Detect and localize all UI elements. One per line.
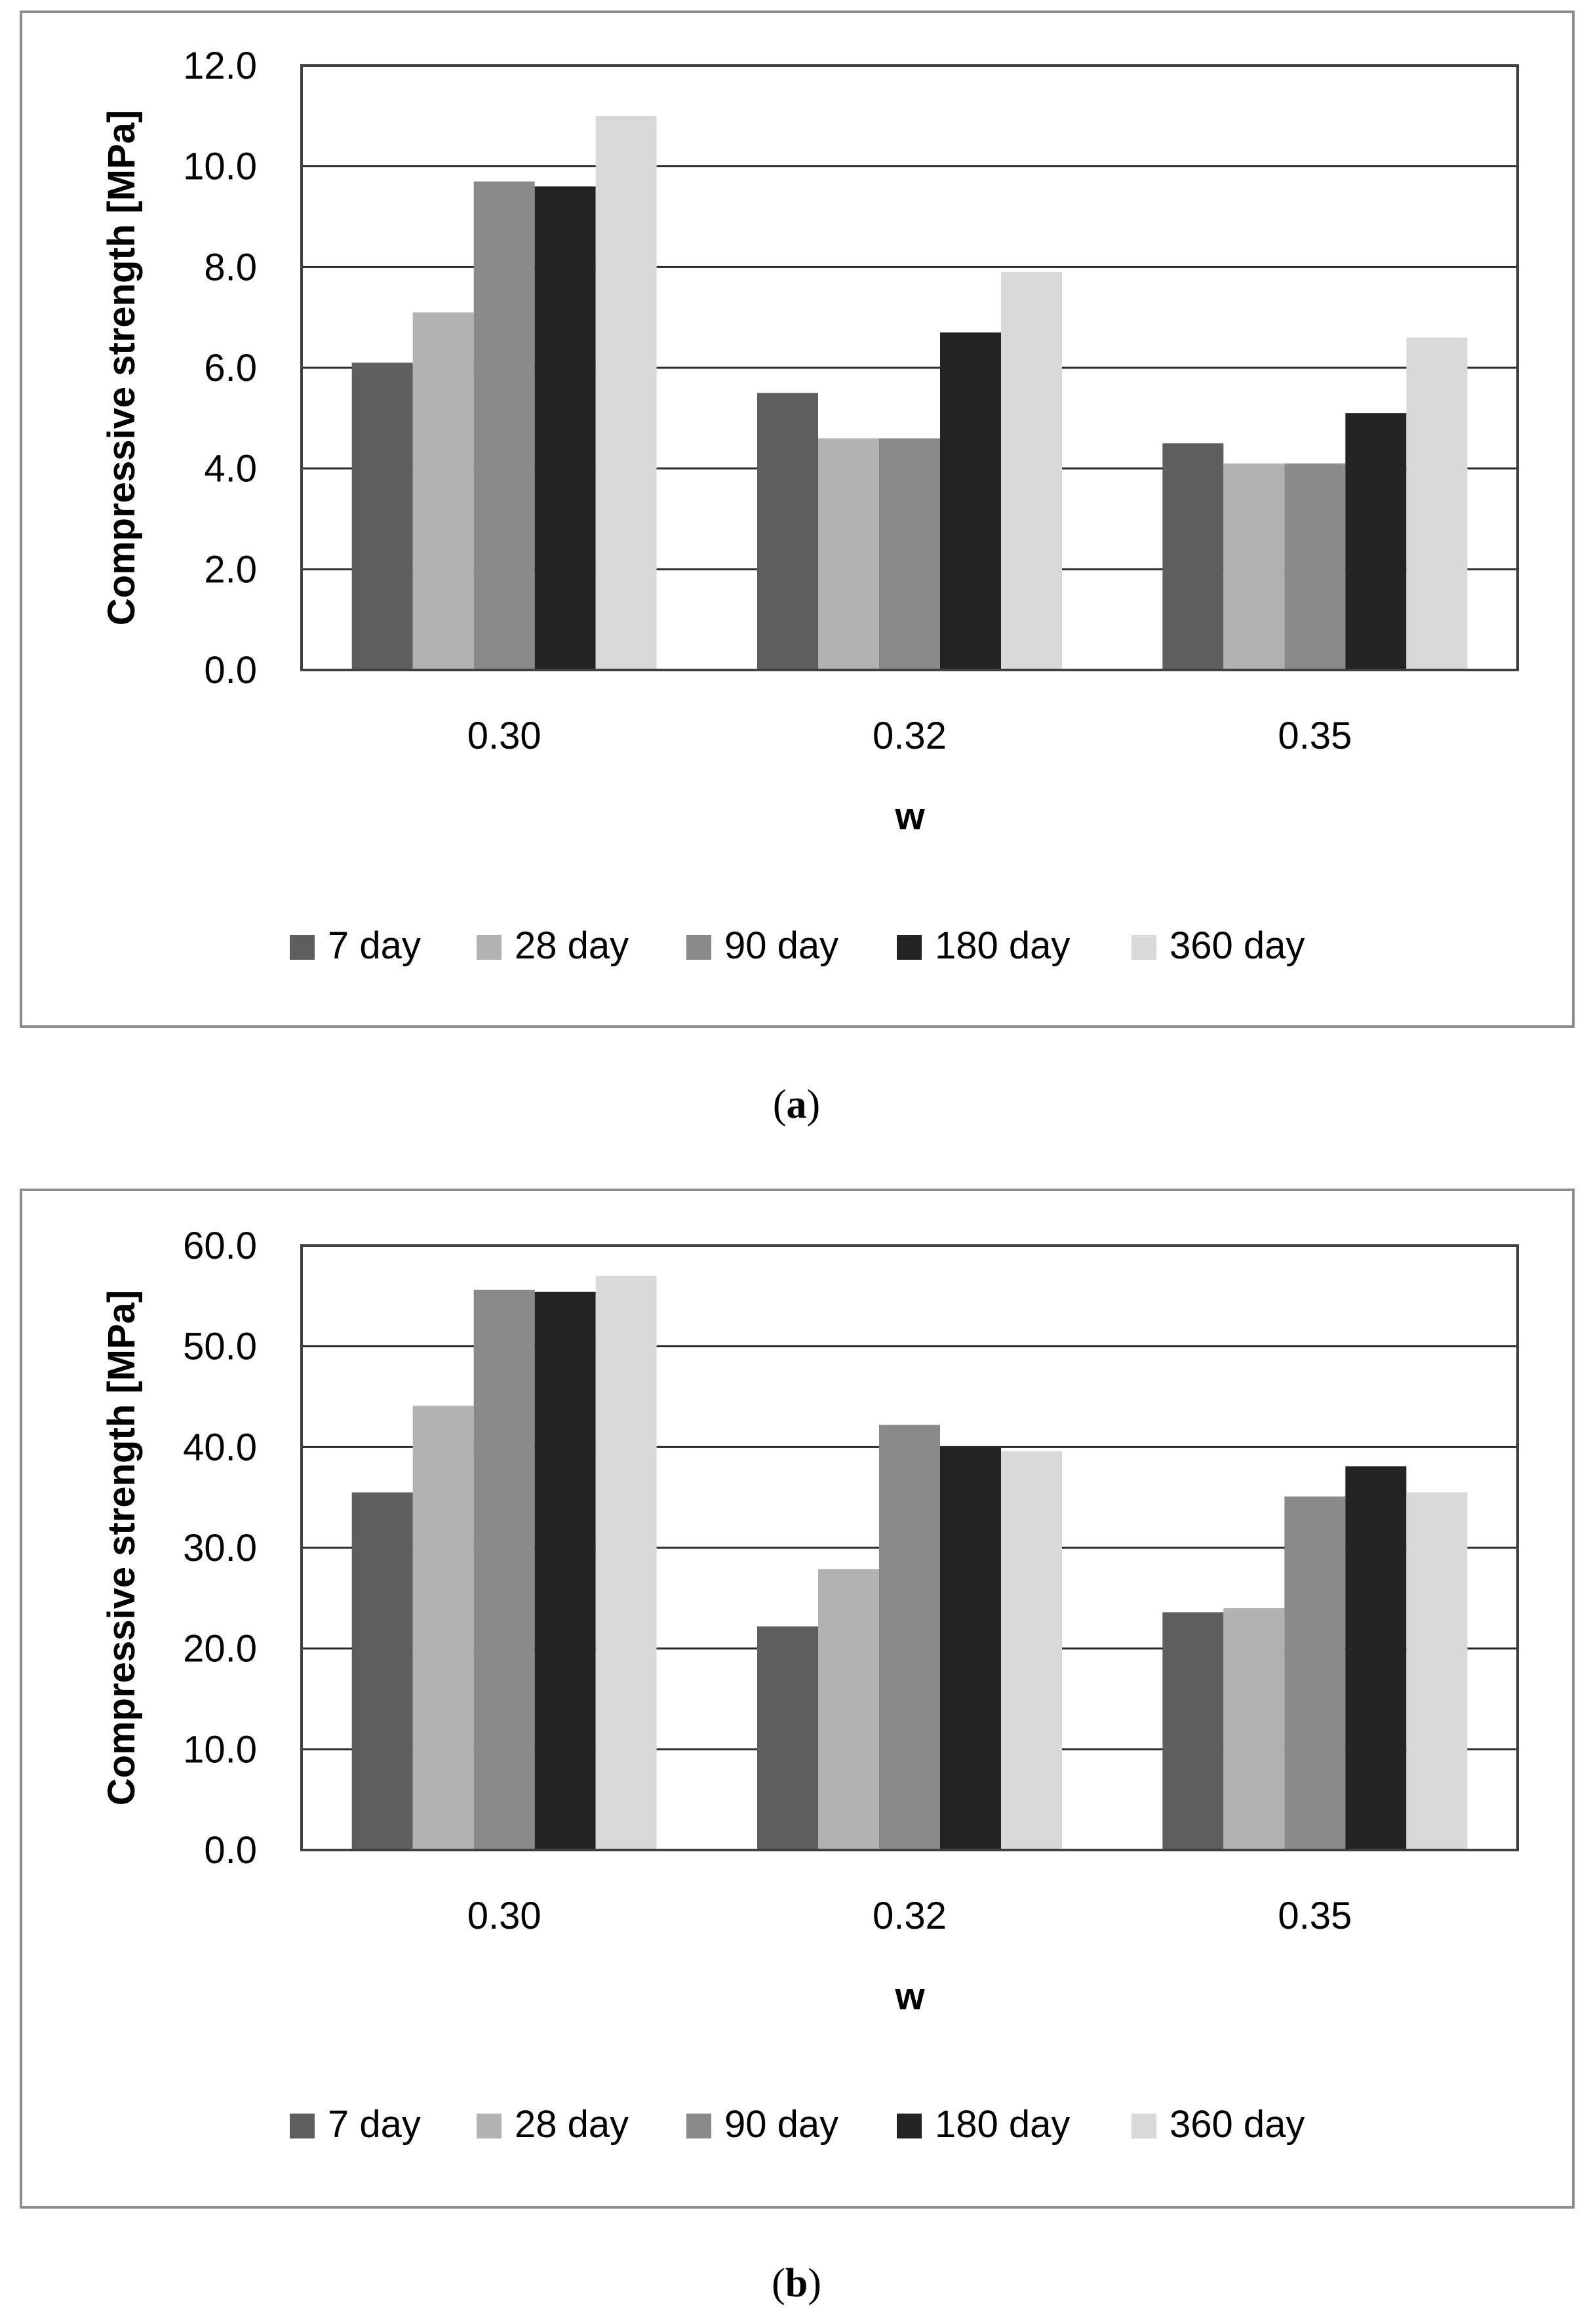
caption-a-letter: a xyxy=(787,1082,807,1127)
chart-a-bar xyxy=(473,181,535,670)
panel-b-caption: (b) xyxy=(772,2261,821,2306)
chart-b-bar xyxy=(473,1290,535,1850)
chart-b-bar xyxy=(1001,1451,1062,1850)
chart-b-bar xyxy=(595,1276,657,1850)
chart-a-y-tick-label: 6.0 xyxy=(204,347,257,389)
chart-b-y-tick-label: 0.0 xyxy=(204,1829,257,1872)
chart-a-bars xyxy=(351,115,1468,671)
chart-b-legend-swatch xyxy=(686,2114,711,2138)
chart-a-legend-swatch xyxy=(477,935,502,960)
chart-a-bar xyxy=(1345,413,1407,670)
chart-a-legend-label: 360 day xyxy=(1170,924,1305,967)
chart-b-bar xyxy=(1223,1608,1285,1850)
chart-a-bar xyxy=(1406,337,1468,670)
chart-a-x-ticks: 0.30 0.32 0.35 xyxy=(467,715,1352,757)
chart-a-bar xyxy=(1223,463,1285,670)
chart-b-x-tick-label: 0.32 xyxy=(873,1895,947,1937)
caption-b-close: ) xyxy=(808,2261,821,2306)
chart-a-legend-label: 90 day xyxy=(724,924,838,967)
chart-b-legend-label: 28 day xyxy=(515,2103,629,2146)
chart-b-bar xyxy=(412,1406,474,1850)
chart-a-bar xyxy=(412,312,474,670)
chart-b-y-ticks: 0.0 10.0 20.0 30.0 40.0 50.0 60.0 xyxy=(183,1225,257,1872)
chart-b-legend-swatch xyxy=(1131,2114,1156,2138)
chart-a-y-tick-label: 8.0 xyxy=(204,246,257,288)
chart-b-legend: 7 day 28 day 90 day 180 day 360 day xyxy=(290,2103,1305,2146)
caption-b-open: ( xyxy=(772,2261,785,2306)
chart-a-x-tick-label: 0.35 xyxy=(1278,715,1352,757)
chart-a-legend-label: 28 day xyxy=(515,924,629,967)
chart-b-x-tick-label: 0.35 xyxy=(1278,1895,1352,1937)
chart-a-legend-swatch xyxy=(686,935,711,960)
chart-a-bar xyxy=(940,332,1001,670)
chart-a-bar xyxy=(757,393,818,670)
chart-b-bar xyxy=(351,1492,413,1850)
chart-a-bar xyxy=(818,438,879,670)
chart-a-legend-label: 180 day xyxy=(935,924,1070,967)
chart-b-bar xyxy=(1345,1466,1407,1850)
chart-b-bar xyxy=(1162,1612,1224,1850)
chart-a-bar xyxy=(1162,443,1224,670)
chart-a-y-tick-label: 2.0 xyxy=(204,548,257,591)
chart-b-legend-label: 7 day xyxy=(328,2103,421,2146)
chart-b-legend-label: 180 day xyxy=(935,2103,1070,2146)
chart-b-bar xyxy=(940,1447,1001,1850)
chart-b-bar xyxy=(818,1569,879,1850)
chart-b-y-axis-title: Compressive strength [MPa] xyxy=(100,1290,143,1805)
chart-a-bar xyxy=(879,438,940,670)
chart-b-x-ticks: 0.30 0.32 0.35 xyxy=(467,1895,1352,1937)
chart-b-bar xyxy=(879,1425,940,1850)
chart-b-legend-swatch xyxy=(477,2114,502,2138)
chart-b-y-tick-label: 60.0 xyxy=(183,1225,257,1267)
chart-a-x-tick-label: 0.30 xyxy=(467,715,541,757)
chart-b-bars xyxy=(351,1276,1468,1850)
chart-b-legend-swatch xyxy=(290,2114,315,2138)
chart-b-bar xyxy=(757,1626,818,1850)
chart-a-y-tick-label: 10.0 xyxy=(183,146,257,188)
panel-a-caption: (a) xyxy=(773,1082,820,1127)
chart-a-y-axis-title: Compressive strength [MPa] xyxy=(100,110,143,625)
chart-b-y-tick-label: 50.0 xyxy=(183,1326,257,1368)
chart-a-legend: 7 day 28 day 90 day 180 day 360 day xyxy=(290,924,1305,967)
chart-a-legend-swatch xyxy=(290,935,315,960)
chart-b-y-tick-label: 40.0 xyxy=(183,1426,257,1468)
chart-a-bar xyxy=(1001,272,1062,670)
chart-b-bar xyxy=(1284,1496,1346,1850)
chart-b-x-axis-title: w xyxy=(894,1975,925,2018)
chart-b-legend-label: 360 day xyxy=(1170,2103,1305,2146)
chart-a-y-tick-label: 12.0 xyxy=(183,45,257,87)
chart-b-legend-swatch xyxy=(897,2114,922,2138)
chart-a-legend-swatch xyxy=(1131,935,1156,960)
chart-a-bar xyxy=(534,186,596,670)
chart-b-bar xyxy=(1406,1492,1468,1850)
chart-a-legend-label: 7 day xyxy=(328,924,421,967)
chart-a-bar xyxy=(351,363,413,670)
caption-a-close: ) xyxy=(807,1082,821,1127)
chart-b-bar xyxy=(534,1291,596,1850)
chart-a-y-tick-label: 4.0 xyxy=(204,448,257,490)
chart-a-bar xyxy=(595,115,657,671)
chart-a-legend-swatch xyxy=(897,935,922,960)
chart-a-x-axis-title: w xyxy=(894,795,925,838)
caption-a-open: ( xyxy=(773,1082,787,1127)
chart-b-legend-label: 90 day xyxy=(724,2103,838,2146)
chart-a-x-tick-label: 0.32 xyxy=(873,715,947,757)
chart-b-y-tick-label: 10.0 xyxy=(183,1728,257,1771)
chart-a-y-tick-label: 0.0 xyxy=(204,649,257,692)
chart-b-x-tick-label: 0.30 xyxy=(467,1895,541,1937)
chart-b-y-tick-label: 30.0 xyxy=(183,1527,257,1569)
chart-a-y-ticks: 0.0 2.0 4.0 6.0 8.0 10.0 12.0 xyxy=(183,45,257,692)
caption-b-letter: b xyxy=(785,2261,808,2306)
chart-a-bar xyxy=(1284,463,1346,670)
chart-b-y-tick-label: 20.0 xyxy=(183,1628,257,1670)
chart-panel-b: 0.0 10.0 20.0 30.0 40.0 50.0 60.0 0.30 0.32 0.35… xyxy=(20,1189,1575,2209)
chart-panel-a: 0.0 2.0 4.0 6.0 8.0 10.0 12.0 0.30 0.32 0.35 Com… xyxy=(20,10,1575,1028)
